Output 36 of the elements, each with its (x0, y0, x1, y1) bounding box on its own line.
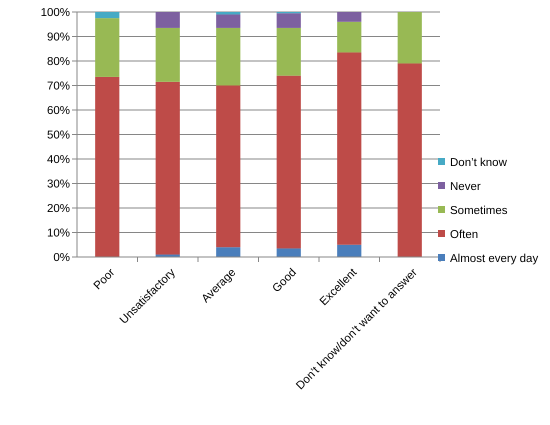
bar (337, 244, 362, 257)
series-label: Almost every day (450, 253, 538, 266)
bar (276, 248, 301, 257)
legend-label: Sometimes (450, 205, 508, 218)
legend-label: Don’t know (450, 157, 508, 170)
y-tick-label: 60% (46, 105, 70, 118)
y-tick-label: 20% (46, 203, 70, 216)
bar (276, 76, 301, 248)
bar (216, 14, 240, 28)
bar (398, 63, 422, 257)
y-tick-label: 50% (46, 130, 70, 142)
bar (276, 28, 301, 76)
y-tick-label: 100% (40, 7, 70, 20)
y-tick-label: 80% (46, 56, 70, 68)
bar (156, 12, 180, 28)
bar (398, 12, 422, 64)
y-tick-label: 70% (46, 80, 70, 93)
bar (276, 13, 301, 28)
bar (216, 86, 240, 248)
bar (95, 18, 120, 77)
bar (216, 28, 240, 86)
y-tick-label: 0% (53, 252, 70, 264)
bar (95, 12, 120, 18)
bar (156, 28, 180, 82)
bar (216, 247, 240, 257)
bar (337, 22, 362, 52)
bar (337, 52, 362, 245)
y-tick-label: 40% (46, 154, 70, 166)
y-tick-label: 30% (46, 178, 70, 191)
y-tick-label: 90% (46, 32, 70, 44)
bar (95, 76, 120, 257)
legend-label: Never (450, 181, 481, 194)
legend-label: Often (450, 229, 478, 242)
bar (156, 82, 180, 255)
bar (337, 12, 362, 22)
y-tick-label: 10% (46, 228, 70, 240)
